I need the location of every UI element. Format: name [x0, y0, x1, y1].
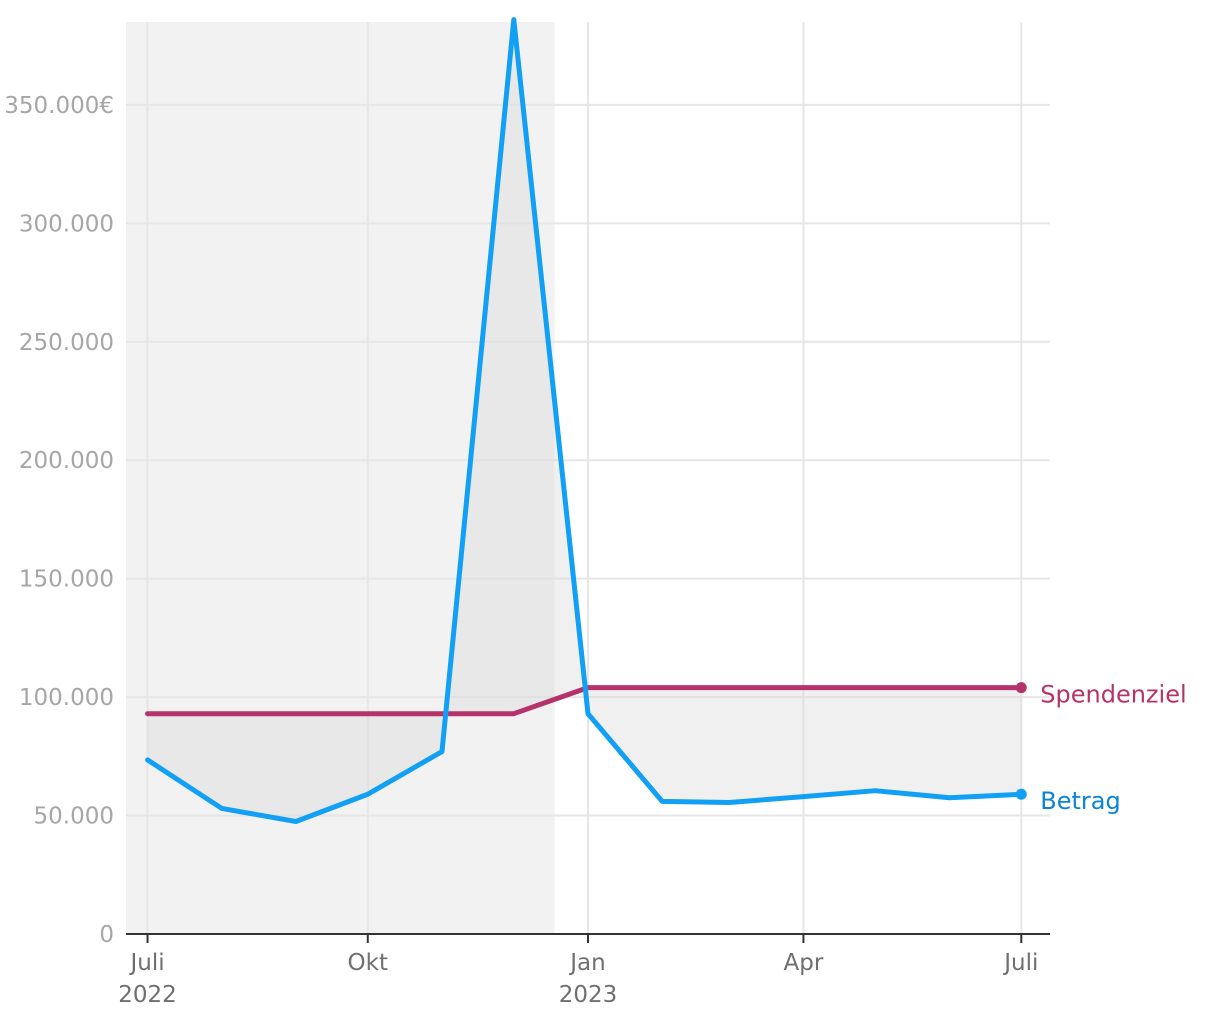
x-tick-label: Apr: [784, 950, 824, 976]
x-tick-sublabel: 2023: [559, 982, 618, 1008]
series-line-betrag: [145, 17, 1024, 824]
series-end-point-betrag: [1015, 788, 1027, 800]
y-tick-label: 150.000: [19, 567, 114, 593]
series-label-spendenziel: Spendenziel: [1040, 681, 1186, 709]
y-tick-label: 50.000: [34, 804, 114, 830]
series-line-spendenziel: [145, 685, 1024, 717]
x-tick-label: Jan: [568, 950, 605, 976]
series-end-point-spendenziel: [1015, 682, 1027, 694]
y-tick-label: 200.000: [19, 448, 114, 474]
highlight-period-band: [126, 22, 555, 934]
y-tick-label: 0: [99, 922, 114, 948]
x-tick-sublabel: 2022: [118, 982, 177, 1008]
x-tick-label: Okt: [348, 950, 388, 976]
y-tick-label: 300.000: [19, 211, 114, 237]
y-tick-label: 250.000: [19, 330, 114, 356]
x-tick-label: Juli: [1002, 950, 1038, 976]
series-label-betrag: Betrag: [1040, 787, 1120, 815]
difference-area: [147, 19, 1022, 822]
y-tick-label: 350.000€: [4, 93, 114, 119]
y-tick-label: 100.000: [19, 685, 114, 711]
x-tick-label: Juli: [128, 950, 164, 976]
